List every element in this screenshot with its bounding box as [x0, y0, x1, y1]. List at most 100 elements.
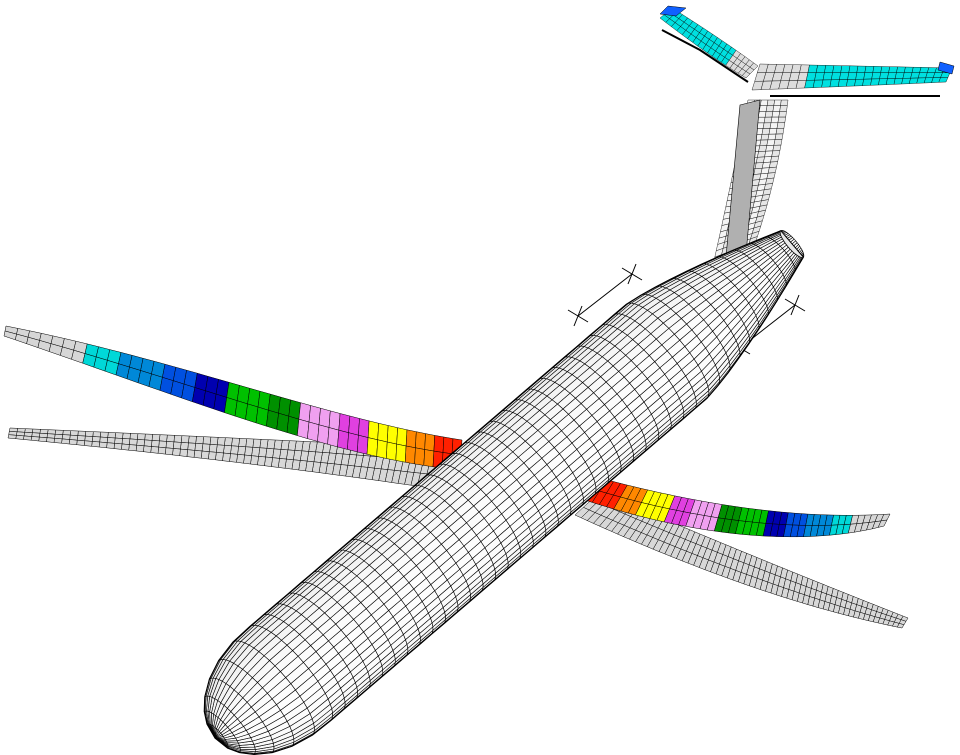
htail-element — [894, 72, 905, 79]
engine-link — [577, 273, 633, 317]
deformed-wing-element — [877, 519, 888, 528]
undeformed-wing-element — [54, 429, 64, 435]
fin-element — [759, 105, 768, 112]
htail-element — [822, 72, 833, 81]
deformed-wing-element — [286, 415, 300, 436]
deformed-wing-element — [404, 445, 416, 465]
htail-element — [821, 79, 832, 88]
deformed-wing-element — [376, 439, 388, 459]
undeformed-wing-element — [193, 450, 203, 459]
undeformed-wing-element — [165, 441, 175, 449]
deformed-wing-element — [405, 429, 417, 449]
htail-element — [848, 65, 859, 73]
undeformed-wing-element — [107, 432, 116, 439]
deformed-right-wing-contour — [584, 477, 891, 538]
fin-element — [772, 144, 782, 152]
htail-tip — [937, 61, 955, 75]
deformed-wing-element — [337, 429, 349, 450]
deformed-wing-element — [266, 409, 279, 430]
undeformed-wing-element — [250, 455, 259, 466]
undeformed-wing-element — [135, 444, 145, 452]
fin-element — [778, 111, 787, 118]
deformed-wing-element — [288, 399, 301, 420]
undeformed-wing-element — [53, 438, 63, 444]
fin-element — [760, 99, 769, 106]
fin-element — [759, 139, 769, 147]
undeformed-wing-element — [180, 435, 190, 444]
htail-element — [862, 78, 872, 86]
htail-element — [741, 71, 751, 79]
undeformed-wing-element — [114, 432, 124, 439]
fin-element — [779, 105, 788, 112]
htail-element — [938, 77, 949, 83]
fin-element — [761, 193, 771, 202]
htail-tip — [659, 5, 687, 17]
fin-element — [757, 111, 767, 118]
fin-element — [776, 122, 786, 129]
deformed-wing-element — [318, 407, 331, 428]
undeformed-wing-element — [83, 440, 93, 447]
deformed-wing-element — [347, 432, 359, 453]
fin-element — [773, 139, 783, 146]
deformed-wing-element — [358, 418, 370, 438]
htail-element — [854, 78, 864, 87]
undeformed-wing-element — [7, 434, 17, 439]
deformed-wing-element — [366, 437, 378, 457]
undeformed-wing-element — [165, 447, 174, 456]
engine-node-cross — [627, 263, 637, 285]
fin-element — [772, 105, 781, 112]
undeformed-wing-element — [114, 437, 123, 445]
undeformed-wing-element — [121, 438, 131, 445]
fin-element — [771, 150, 781, 157]
htail-element — [832, 65, 843, 73]
undeformed-wing-element — [187, 442, 196, 451]
undeformed-wing-element — [122, 432, 131, 440]
undeformed-wing-element — [202, 436, 212, 445]
undeformed-wing-element — [215, 452, 224, 461]
fin-element — [765, 105, 775, 112]
deformed-wing-element — [423, 449, 435, 468]
deformed-wing-element — [357, 434, 369, 455]
deformed-wing-element — [415, 431, 426, 450]
deformed-wing-element — [317, 424, 330, 445]
htail-element — [871, 72, 881, 80]
undeformed-wing-element — [143, 445, 152, 453]
undeformed-wing-element — [195, 436, 204, 445]
fin-element — [780, 99, 789, 106]
fin-element — [774, 133, 784, 140]
undeformed-wing-element — [180, 442, 189, 450]
deformed-wing-element — [338, 413, 351, 434]
deformed-wing-element — [367, 420, 379, 441]
undeformed-wing-element — [76, 435, 86, 442]
fin-element — [764, 111, 774, 118]
fin-element — [771, 111, 780, 118]
deformed-wing-element — [424, 433, 435, 452]
undeformed-wing-element — [137, 433, 146, 441]
fin-element — [767, 166, 777, 174]
fin-element — [762, 122, 772, 129]
undeformed-wing-element — [238, 438, 248, 448]
undeformed-wing-element — [896, 623, 905, 629]
engine-node-cross — [790, 294, 800, 316]
deformed-wing-element — [268, 393, 281, 414]
htail-element — [879, 72, 889, 80]
undeformed-wing-element — [144, 433, 153, 441]
undeformed-wing-element — [173, 435, 183, 443]
undeformed-wing-element — [209, 436, 219, 446]
undeformed-wing-element — [106, 442, 115, 449]
deformed-wing-element — [386, 441, 397, 461]
htail-element — [814, 72, 825, 81]
fuselage-mesh — [203, 230, 805, 755]
undeformed-wing-element — [223, 445, 232, 454]
undeformed-wing-element — [237, 446, 246, 456]
undeformed-wing-element — [151, 434, 161, 442]
undeformed-wing-element — [15, 435, 25, 440]
undeformed-wing-element — [30, 436, 40, 442]
deformed-wing-element — [276, 412, 290, 433]
deformed-wing-element — [308, 405, 321, 426]
undeformed-wing-element — [172, 448, 181, 456]
undeformed-wing-element — [143, 439, 153, 447]
deformed-wing-element — [328, 410, 341, 431]
undeformed-wing-element — [129, 438, 138, 446]
